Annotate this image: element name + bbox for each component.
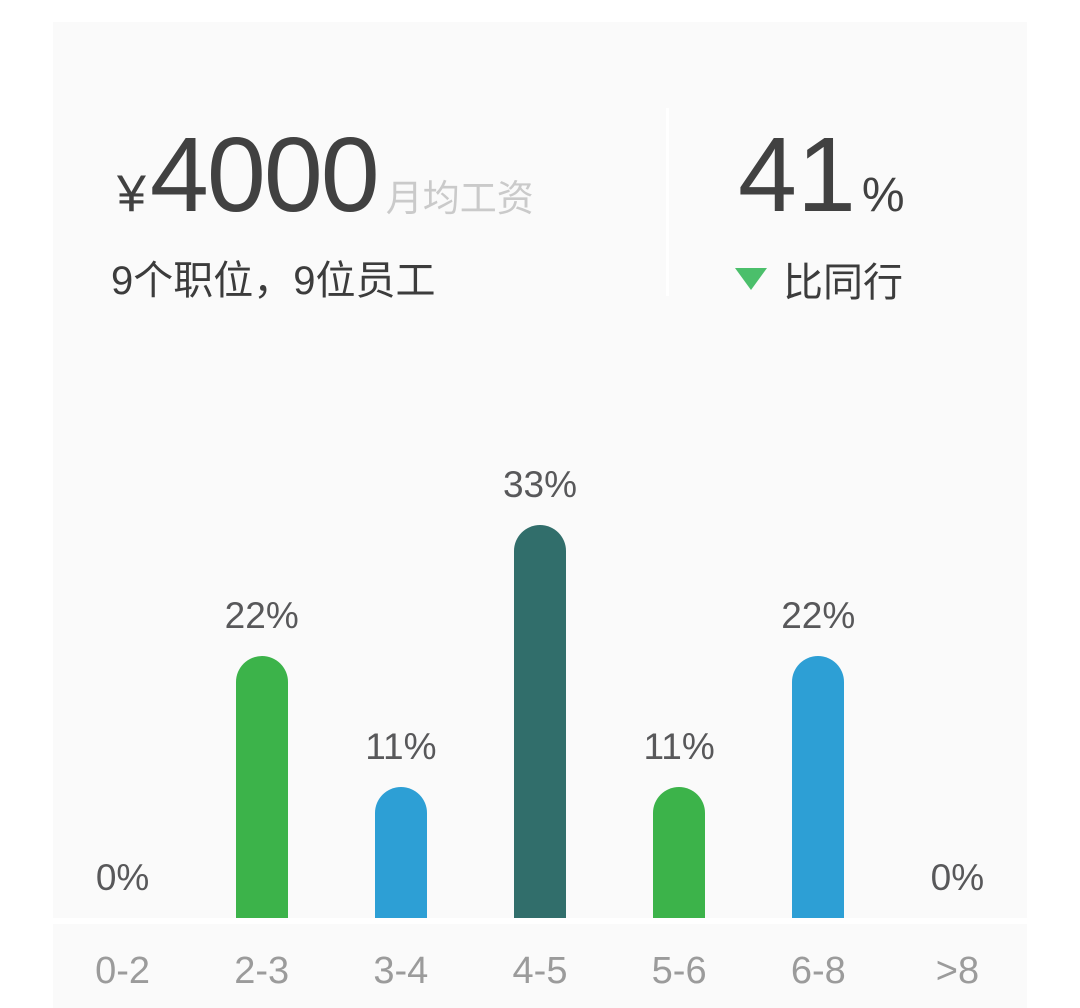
- positions-employees-summary: 9个职位，9位员工: [111, 259, 436, 303]
- yuan-currency-symbol: ¥: [117, 165, 146, 223]
- bar-value-label: 0%: [95, 857, 150, 898]
- bar-value-label: 22%: [781, 595, 856, 636]
- peer-comparison-label: 比同行: [783, 261, 903, 305]
- bar-value-label: 11%: [643, 726, 715, 767]
- avg-salary-block: ¥ 4000 月均工资: [117, 122, 534, 228]
- avg-salary-label: 月均工资: [385, 178, 534, 219]
- chart-baseline: [53, 918, 1027, 924]
- chart-column-6-8: 22%: [749, 597, 888, 918]
- percent-sign: %: [861, 169, 905, 222]
- x-axis-label-0-2: 0-2: [95, 950, 151, 992]
- bar-4-5: [513, 525, 566, 918]
- x-axis-label-4-5: 4-5: [512, 950, 568, 992]
- chart-column-2-3: 22%: [192, 597, 331, 918]
- peer-percent-block: 41 %: [738, 122, 905, 228]
- chart-column-4-5: 33%: [470, 466, 609, 918]
- x-axis-label-6-8: 6-8: [790, 950, 846, 992]
- bar-value-label: 0%: [930, 857, 985, 898]
- bar-6-8: [792, 656, 845, 918]
- x-axis-label->8: >8: [935, 950, 980, 992]
- avg-salary-value: 4000: [149, 116, 380, 234]
- bar-5-6: [653, 787, 706, 918]
- salary-stats-card: ¥ 4000 月均工资 9个职位，9位员工 41 % 比同行 0% 22% 11% 3…: [53, 22, 1027, 1008]
- chart-column->8: 0%: [888, 859, 1027, 918]
- x-axis-label-2-3: 2-3: [234, 950, 290, 992]
- x-axis-label-3-4: 3-4: [373, 950, 429, 992]
- bar-2-3: [235, 656, 288, 918]
- chart-column-0-2: 0%: [53, 859, 192, 918]
- triangle-down-icon: [735, 268, 767, 290]
- chart-column-3-4: 11%: [331, 728, 470, 918]
- peer-comparison-row: 比同行: [735, 250, 903, 308]
- chart-column-5-6: 11%: [610, 728, 749, 918]
- vertical-divider: [666, 108, 669, 296]
- salary-distribution-bar-chart: 0% 22% 11% 33% 11% 22% 0%: [53, 466, 1027, 918]
- bar-value-label: 11%: [365, 726, 437, 767]
- peer-percent-value: 41: [738, 116, 856, 234]
- x-axis-labels: 0-2 2-3 3-4 4-5 5-6 6-8 >8: [53, 952, 1027, 990]
- x-axis-label-5-6: 5-6: [651, 950, 707, 992]
- bar-value-label: 22%: [224, 595, 299, 636]
- bar-value-label: 33%: [502, 464, 578, 505]
- bar-3-4: [374, 787, 427, 918]
